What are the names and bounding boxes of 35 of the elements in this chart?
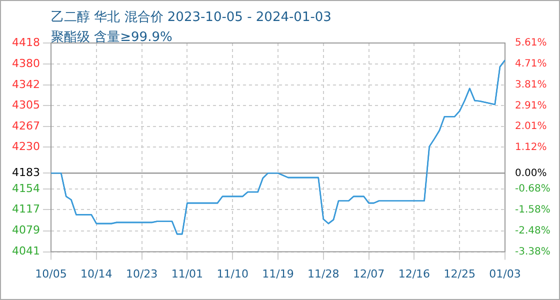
y2-tick-label: 2.91%: [515, 100, 547, 112]
y2-tick-label: -3.38%: [515, 246, 550, 258]
y2-tick-label: 1.12%: [515, 142, 547, 153]
y2-tick-label: -2.48%: [515, 225, 550, 236]
x-tick-label: 10/05: [35, 267, 67, 280]
chart-subtitle: 聚酯级 含量≥99.9%: [51, 29, 172, 46]
x-tick-label: 11/10: [216, 267, 248, 280]
y2-tick-label: -1.58%: [515, 204, 550, 216]
x-tick-label: 11/01: [171, 267, 204, 280]
chart-title: 乙二醇 华北 混合价 2023-10-05 - 2024-01-03: [51, 9, 332, 26]
y-tick-label: 4267: [12, 119, 40, 132]
y-tick-label: 4342: [12, 78, 40, 91]
x-tick-label: 11/28: [308, 267, 340, 280]
y-tick-label: 4117: [12, 202, 40, 216]
y-tick-label: 4183: [12, 166, 40, 180]
x-tick-label: 12/16: [398, 267, 430, 280]
x-tick-label: 10/14: [80, 267, 112, 280]
x-tick-label: 10/23: [126, 267, 158, 280]
y-tick-label: 4079: [12, 224, 40, 237]
y2-tick-label: -0.68%: [515, 184, 550, 195]
y-tick-label: 4154: [12, 182, 40, 196]
y2-tick-label: 4.71%: [515, 58, 547, 70]
y-tick-label: 4305: [12, 98, 40, 112]
y-tick-label: 4380: [12, 56, 40, 70]
y2-tick-label: 5.61%: [515, 38, 547, 49]
x-tick-label: 11/19: [262, 267, 294, 280]
y-tick-label: 4418: [12, 36, 40, 49]
y-tick-label: 4041: [12, 244, 40, 258]
y-tick-label: 4230: [12, 140, 40, 153]
x-tick-label: 12/25: [444, 267, 476, 280]
x-tick-label: 01/03: [489, 267, 521, 280]
y2-tick-label: 3.81%: [515, 79, 547, 90]
y2-tick-label: 2.01%: [515, 121, 547, 132]
x-tick-label: 12/07: [352, 267, 385, 280]
y2-tick-label: 0.00%: [515, 168, 547, 179]
